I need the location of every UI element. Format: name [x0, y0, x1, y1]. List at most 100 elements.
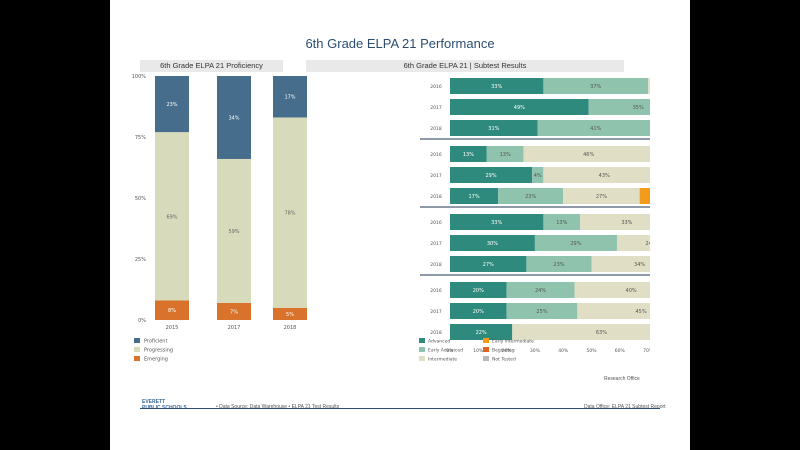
bar-data-label: 59%	[228, 229, 239, 235]
legend-label: Early Intermediate	[492, 339, 534, 345]
row-year-label: 2018	[430, 194, 442, 200]
logo-line-1: EVERETT	[142, 399, 166, 405]
row-year-label: 2018	[430, 126, 442, 132]
bar-segment	[523, 146, 650, 162]
x-tick-label: 2017	[228, 325, 241, 331]
bar-segment	[574, 282, 650, 298]
bar-segment	[616, 235, 650, 251]
legend-label: Beginning	[492, 348, 515, 354]
bar-data-label: 29%	[485, 173, 496, 179]
bar-data-label: 17%	[284, 95, 295, 101]
bar-segment	[537, 120, 650, 136]
bar-segment	[450, 146, 487, 162]
slide: 6th Grade ELPA 21 Performance 6th Grade …	[110, 0, 690, 450]
x-tick-label: 60%	[615, 348, 626, 354]
bar-data-label: 33%	[491, 84, 502, 90]
bar-segment	[450, 99, 589, 115]
bar-segment	[498, 188, 564, 204]
proficiency-chart: 0% 25% 50% 75% 100% 8% 69% 23% 2015 7% 59% 34% 2017 5…	[132, 74, 307, 363]
bar-data-label: 45%	[635, 309, 646, 315]
subtest-chart: 33%37%23%5%2%2016ELD49%35%14%2017ELD31%4…	[419, 78, 650, 363]
bar-segment	[543, 214, 581, 230]
bar-segment	[155, 76, 189, 133]
bar-data-label: 37%	[590, 84, 601, 90]
row-year-label: 2017	[430, 309, 442, 315]
bar-data-label: 40%	[626, 288, 637, 294]
bar-segment	[217, 76, 251, 159]
y-tick-label: 75%	[135, 135, 146, 141]
district-logo: EVERETT PUBLIC SCHOOLS	[142, 399, 187, 411]
bar-data-label: 78%	[284, 211, 295, 217]
bar-data-label: 29%	[570, 241, 581, 247]
data-source-note: • Data Source: Data Warehouse • ELPA 21 …	[216, 404, 340, 410]
bar-data-label: 20%	[473, 288, 484, 294]
bar-segment	[450, 120, 538, 136]
legend-swatch	[134, 347, 140, 352]
bar-segment	[450, 188, 499, 204]
bar-data-label: 24%	[645, 241, 650, 247]
bar-data-label: 63%	[596, 330, 607, 336]
bar-segment	[532, 167, 544, 183]
bar-data-label: 33%	[621, 220, 632, 226]
bar-segment	[580, 214, 650, 230]
legend-swatch	[419, 347, 425, 352]
bar-segment	[543, 167, 650, 183]
legend-label: Emerging	[144, 357, 168, 363]
bar-segment	[450, 214, 544, 230]
bar-segment	[155, 300, 189, 320]
row-year-label: 2016	[430, 152, 442, 158]
bar-data-label: 34%	[634, 262, 645, 268]
x-tick-label: 70%	[643, 348, 650, 354]
bar-segment	[534, 235, 617, 251]
x-tick-label: 2018	[284, 325, 297, 331]
bar-data-label: 13%	[500, 152, 511, 158]
bar-segment	[450, 324, 513, 340]
proficiency-panel-header: 6th Grade ELPA 21 Proficiency	[140, 60, 283, 72]
bar-data-label: 20%	[473, 309, 484, 315]
x-tick-label: 40%	[558, 348, 569, 354]
legend-swatch	[483, 356, 489, 361]
bar-data-label: 46%	[583, 152, 594, 158]
bar-data-label: 30%	[487, 241, 498, 247]
bar-segment	[588, 99, 650, 115]
bar-data-label: 27%	[596, 194, 607, 200]
bar-data-label: 27%	[483, 262, 494, 268]
row-year-label: 2018	[430, 330, 442, 336]
bar-data-label: 17%	[468, 194, 479, 200]
legend-label: Intermediate	[428, 357, 457, 363]
bar-data-label: 69%	[166, 214, 177, 220]
report-name-note: Data Office: ELPA 21 Subtest Report	[584, 404, 666, 410]
research-office-note: Research Office	[604, 376, 640, 382]
bar-data-label: 35%	[633, 105, 644, 111]
bar-data-label: 23%	[166, 102, 177, 108]
row-year-label: 2017	[430, 173, 442, 179]
bar-segment	[155, 132, 189, 301]
bar-segment	[450, 167, 533, 183]
bar-segment	[217, 302, 251, 320]
bar-segment	[563, 188, 640, 204]
bar-data-label: 7%	[230, 309, 238, 315]
row-year-label: 2016	[430, 288, 442, 294]
bar-segment	[273, 307, 307, 320]
legend-label: Not Tested	[492, 357, 516, 363]
row-year-label: 2017	[430, 105, 442, 111]
bar-segment	[506, 282, 575, 298]
y-tick-label: 50%	[135, 196, 146, 202]
bar-segment	[639, 188, 650, 204]
bar-data-label: 5%	[286, 312, 294, 318]
bar-segment	[450, 303, 507, 319]
bar-segment	[591, 256, 650, 272]
x-tick-label: 20%	[502, 348, 513, 354]
legend-label: Advanced	[428, 339, 450, 345]
bar-segment	[273, 76, 307, 118]
bar-data-label: 23%	[553, 262, 564, 268]
bar-data-label: 24%	[535, 288, 546, 294]
legend-label: Progressing	[144, 348, 173, 354]
legend-swatch	[134, 338, 140, 343]
bar-segment	[577, 303, 650, 319]
bar-segment	[273, 117, 307, 308]
bar-segment	[543, 78, 649, 94]
bar-segment	[512, 324, 650, 340]
legend-swatch	[134, 356, 140, 361]
bar-segment	[526, 256, 592, 272]
